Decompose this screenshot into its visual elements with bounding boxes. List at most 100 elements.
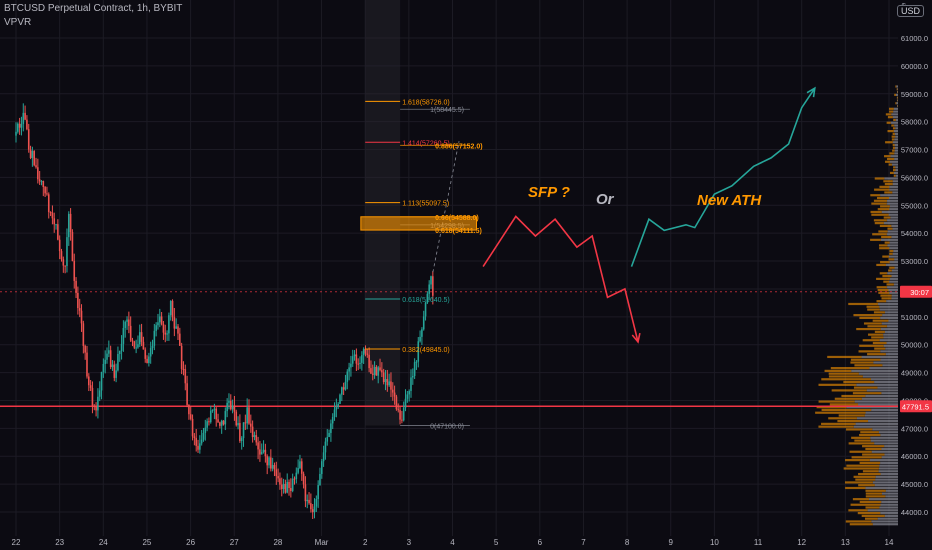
volume-bar-up [871, 520, 898, 523]
resistance-zone [360, 216, 478, 231]
volume-bar-down [881, 235, 892, 239]
candle-body [428, 284, 430, 294]
candle-body [179, 333, 181, 346]
candle-body [280, 484, 283, 489]
volume-bar-down [891, 124, 895, 127]
volume-bar-up [869, 498, 898, 501]
volume-bar-down [818, 425, 854, 428]
volume-bar-up [892, 227, 898, 230]
candle-body [382, 372, 385, 383]
candle-body [44, 187, 46, 194]
volume-bar-down [889, 171, 894, 175]
volume-bar-up [880, 316, 898, 320]
x-tick-label: 25 [142, 538, 151, 547]
candle-body [359, 362, 361, 364]
volume-bar-up [893, 283, 898, 286]
currency-button[interactable]: USD [896, 5, 924, 17]
candle-body [395, 396, 398, 410]
volume-bar-down [824, 369, 852, 372]
volume-bar-up [887, 272, 898, 275]
candle-body [242, 422, 245, 439]
volume-bar-down [858, 350, 881, 353]
volume-bar-down [871, 336, 884, 339]
candle-body [415, 361, 418, 363]
candle-body [118, 350, 121, 355]
volume-bar-down [887, 130, 894, 133]
candle-body [58, 239, 61, 252]
volume-bar-up [891, 294, 898, 297]
candle-body [126, 319, 128, 322]
sfp-projection-head [631, 332, 641, 344]
volume-bar-down [887, 116, 893, 119]
candle-body [239, 423, 241, 441]
volume-bar-down [879, 272, 888, 275]
volume-bar-up [897, 88, 898, 91]
volume-bar-up [851, 369, 898, 372]
candle-body [399, 410, 401, 420]
candle-body [393, 392, 396, 397]
volume-bar-down [858, 472, 881, 476]
zones [360, 216, 478, 231]
candle-body [131, 340, 134, 342]
volume-bar-up [891, 297, 898, 300]
candle-body [370, 368, 372, 374]
candle-body [320, 461, 323, 474]
x-tick-label: 22 [12, 538, 21, 547]
candle-body [348, 367, 350, 372]
volume-bar-up [885, 347, 898, 350]
candle-body [109, 350, 112, 368]
volume-bar-down [841, 394, 866, 398]
fib-level-label: 1.414(57260.5) [402, 140, 449, 147]
volume-bar-up [868, 419, 898, 423]
candle-body [226, 402, 228, 412]
volume-bar-down [862, 445, 885, 448]
volume-bar-up [886, 300, 898, 303]
volume-bar-down [856, 327, 881, 331]
volume-bar-up [871, 408, 898, 412]
volume-bar-down [861, 514, 885, 517]
volume-bar-up [886, 233, 898, 236]
candle-body [273, 465, 276, 470]
volume-bar-down [831, 389, 867, 392]
volume-bar-down [877, 208, 890, 211]
candle-body [142, 341, 145, 350]
indicator-label[interactable]: VPVR [4, 17, 32, 28]
volume-bar-down [837, 419, 869, 423]
volume-bar-up [879, 339, 898, 342]
volume-bar-down [853, 475, 876, 478]
volume-bar-down [874, 222, 884, 225]
candle-body [106, 353, 108, 360]
candle-body [373, 366, 376, 375]
candle-body [95, 406, 97, 411]
volume-bar-down [893, 174, 896, 177]
candle-body [182, 368, 185, 370]
candle-body [421, 329, 423, 337]
candle-body [326, 437, 329, 442]
volume-bar-down [888, 163, 892, 166]
volume-bar-up [861, 397, 898, 400]
volume-bar-down [883, 280, 890, 283]
volume-bar-down [876, 196, 890, 200]
candle-body [97, 396, 99, 411]
y-tick-label: 55000.0 [901, 201, 928, 210]
candle-body [117, 354, 119, 371]
candle-body [246, 407, 248, 424]
volume-bar-down [891, 135, 896, 138]
volume-bar-up [884, 514, 898, 517]
y-tick-label: 44000.0 [901, 508, 928, 517]
candle-body [88, 376, 90, 386]
volume-bar-down [876, 286, 887, 289]
candle-body [102, 363, 105, 373]
candle-body [328, 432, 330, 438]
x-tick-label: 23 [55, 538, 64, 547]
candle-body [169, 300, 172, 316]
volume-bar-up [889, 291, 898, 294]
volume-bar-down [870, 194, 881, 197]
candle-body [388, 381, 390, 386]
volume-bar-up [891, 224, 898, 227]
volume-bar-down [834, 397, 862, 400]
volume-bar-down [872, 233, 887, 236]
candle-body [73, 260, 76, 281]
volume-bar-up [885, 489, 898, 492]
